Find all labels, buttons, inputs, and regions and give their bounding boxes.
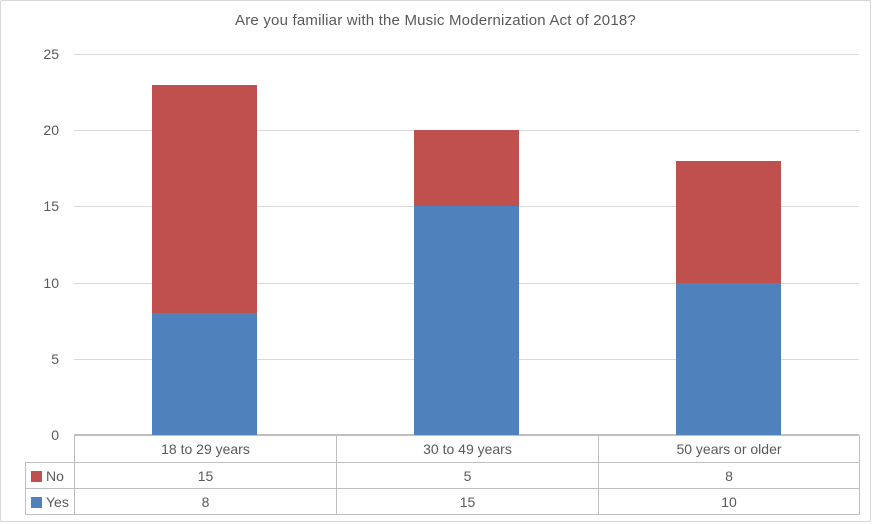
legend-key-yes-icon (31, 496, 42, 508)
y-axis-tick-label: 0 (51, 427, 59, 443)
bar-segment-yes-0 (152, 313, 258, 435)
series-row-no: No 15 5 8 (25, 462, 860, 489)
y-axis-tick-label: 20 (43, 122, 59, 139)
y-axis-tick-label: 10 (43, 274, 59, 291)
series-name: Yes (46, 493, 69, 510)
table-value: 15 (336, 488, 599, 515)
legend-key-no-icon (31, 470, 42, 482)
table-value: 8 (74, 488, 337, 515)
series-row-yes: Yes 8 15 10 (25, 488, 860, 515)
bar-segment-yes-1 (414, 206, 519, 435)
table-value: 15 (74, 462, 337, 489)
series-name: No (46, 467, 64, 484)
bar-segment-yes-2 (675, 282, 781, 435)
bar-segment-no-1 (414, 130, 519, 207)
plot-area (74, 54, 859, 435)
chart-title: Are you familiar with the Music Moderniz… (235, 12, 636, 29)
table-value: 8 (598, 462, 860, 489)
category-label: 30 to 49 years (336, 435, 599, 463)
gridline (74, 54, 859, 55)
y-axis-tick-label: 25 (43, 46, 59, 62)
table-value: 10 (598, 488, 860, 515)
y-axis-tick-label: 5 (51, 350, 59, 367)
bar-segment-no-0 (152, 84, 258, 314)
category-label: 18 to 29 years (74, 435, 337, 463)
data-table: 18 to 29 years 30 to 49 years 50 years o… (25, 435, 860, 515)
bar-segment-no-2 (675, 160, 781, 283)
table-value: 5 (336, 462, 599, 489)
category-label: 50 years or older (598, 435, 860, 463)
series-row-label: Yes (25, 488, 75, 515)
category-row: 18 to 29 years 30 to 49 years 50 years o… (25, 435, 860, 463)
series-row-label: No (25, 462, 75, 489)
table-corner-cell (25, 435, 75, 463)
y-axis-tick-label: 15 (43, 198, 59, 215)
